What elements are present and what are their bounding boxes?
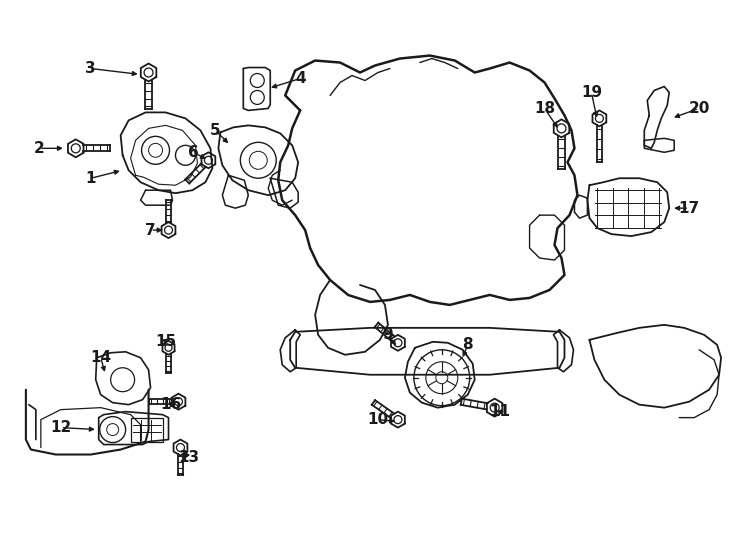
Text: 9: 9 [382,327,393,342]
Text: 1: 1 [85,171,96,186]
Text: 17: 17 [679,201,700,215]
Text: 20: 20 [688,101,710,116]
Text: 18: 18 [534,101,555,116]
Text: 15: 15 [155,334,176,349]
Text: 12: 12 [50,420,71,435]
Text: 11: 11 [489,404,510,419]
Text: 16: 16 [160,397,181,412]
Text: 5: 5 [210,123,221,138]
Text: 14: 14 [90,350,112,365]
Text: 7: 7 [145,222,156,238]
Text: 6: 6 [188,145,199,160]
Text: 10: 10 [368,412,388,427]
Text: 19: 19 [581,85,602,100]
Text: 4: 4 [295,71,305,86]
Text: 2: 2 [34,141,44,156]
Text: 13: 13 [178,450,199,465]
Text: 3: 3 [85,61,96,76]
Text: 8: 8 [462,338,473,352]
